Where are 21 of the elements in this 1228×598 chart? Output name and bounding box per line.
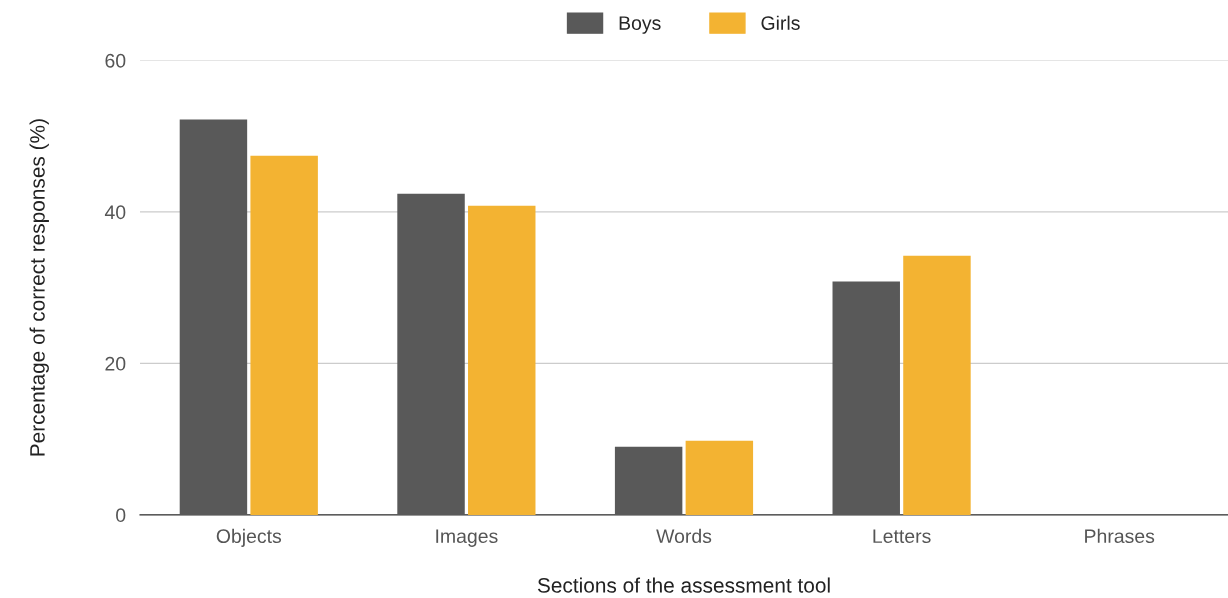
x-tick-label: Objects	[216, 528, 282, 547]
x-tick-label: Phrases	[1085, 528, 1155, 544]
legend-label: Girls	[761, 15, 800, 30]
x-tick-label: Images	[436, 529, 498, 547]
bar	[468, 205, 536, 515]
y-tick-label: 20	[105, 356, 126, 371]
x-axis-title: Sections of the assessment tool	[537, 577, 830, 593]
bar	[179, 119, 248, 515]
y-tick-label: 0	[116, 508, 126, 523]
bar	[903, 255, 971, 515]
bar	[832, 281, 900, 515]
bar	[397, 193, 465, 515]
y-tick-label: 60	[105, 53, 126, 68]
bar	[614, 446, 683, 515]
x-tick-label: Letters	[873, 529, 931, 544]
y-axis-title: Percentage of correct responses (%)	[29, 119, 49, 456]
bar	[250, 155, 318, 515]
y-tick-label: 40	[104, 205, 126, 220]
legend-label: Boys	[619, 16, 661, 34]
x-tick-label: Words	[656, 528, 712, 544]
bar	[685, 440, 754, 515]
